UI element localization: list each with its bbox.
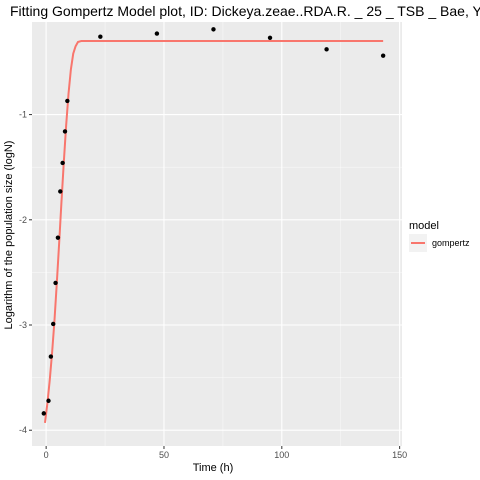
y-axis-title: Logarithm of the population size (logN) xyxy=(3,141,15,330)
data-point xyxy=(48,354,54,359)
gompertz-fit-line xyxy=(43,39,384,423)
x-axis-ticks: 0 50 100 150 xyxy=(44,446,407,460)
data-point xyxy=(46,398,51,403)
data-point xyxy=(98,34,103,39)
data-point xyxy=(60,160,65,166)
data-point xyxy=(211,27,216,32)
x-tick-label: 100 xyxy=(274,450,289,460)
data-point xyxy=(65,98,70,104)
x-tick-label: 150 xyxy=(392,450,407,460)
data-point xyxy=(324,47,329,52)
x-tick-label: 50 xyxy=(159,450,169,460)
major-gridlines xyxy=(32,22,402,446)
data-point xyxy=(380,53,386,58)
legend-title: model xyxy=(409,220,439,232)
data-point xyxy=(55,235,61,240)
data-point xyxy=(267,35,273,40)
x-tick-label: 0 xyxy=(44,450,49,460)
observed-points xyxy=(41,27,386,416)
data-point xyxy=(154,31,160,36)
x-axis-title: Time (h) xyxy=(193,462,234,474)
data-point xyxy=(41,411,46,416)
y-tick-label: -2 xyxy=(19,215,27,225)
y-axis-ticks: -4 -3 -2 -1 xyxy=(19,110,32,435)
chart-title: Fitting Gompertz Model plot, ID: Dickeya… xyxy=(10,3,480,19)
data-point xyxy=(51,321,56,327)
data-point xyxy=(62,129,68,134)
y-tick-label: -4 xyxy=(19,425,27,435)
legend: model gompertz xyxy=(409,220,470,252)
legend-label-gompertz: gompertz xyxy=(432,238,470,248)
minor-gridlines xyxy=(32,22,402,446)
y-tick-label: -3 xyxy=(19,320,27,330)
y-tick-label: -1 xyxy=(19,110,27,120)
data-point xyxy=(58,189,63,194)
plot-panel xyxy=(32,22,402,446)
data-point xyxy=(53,280,58,286)
